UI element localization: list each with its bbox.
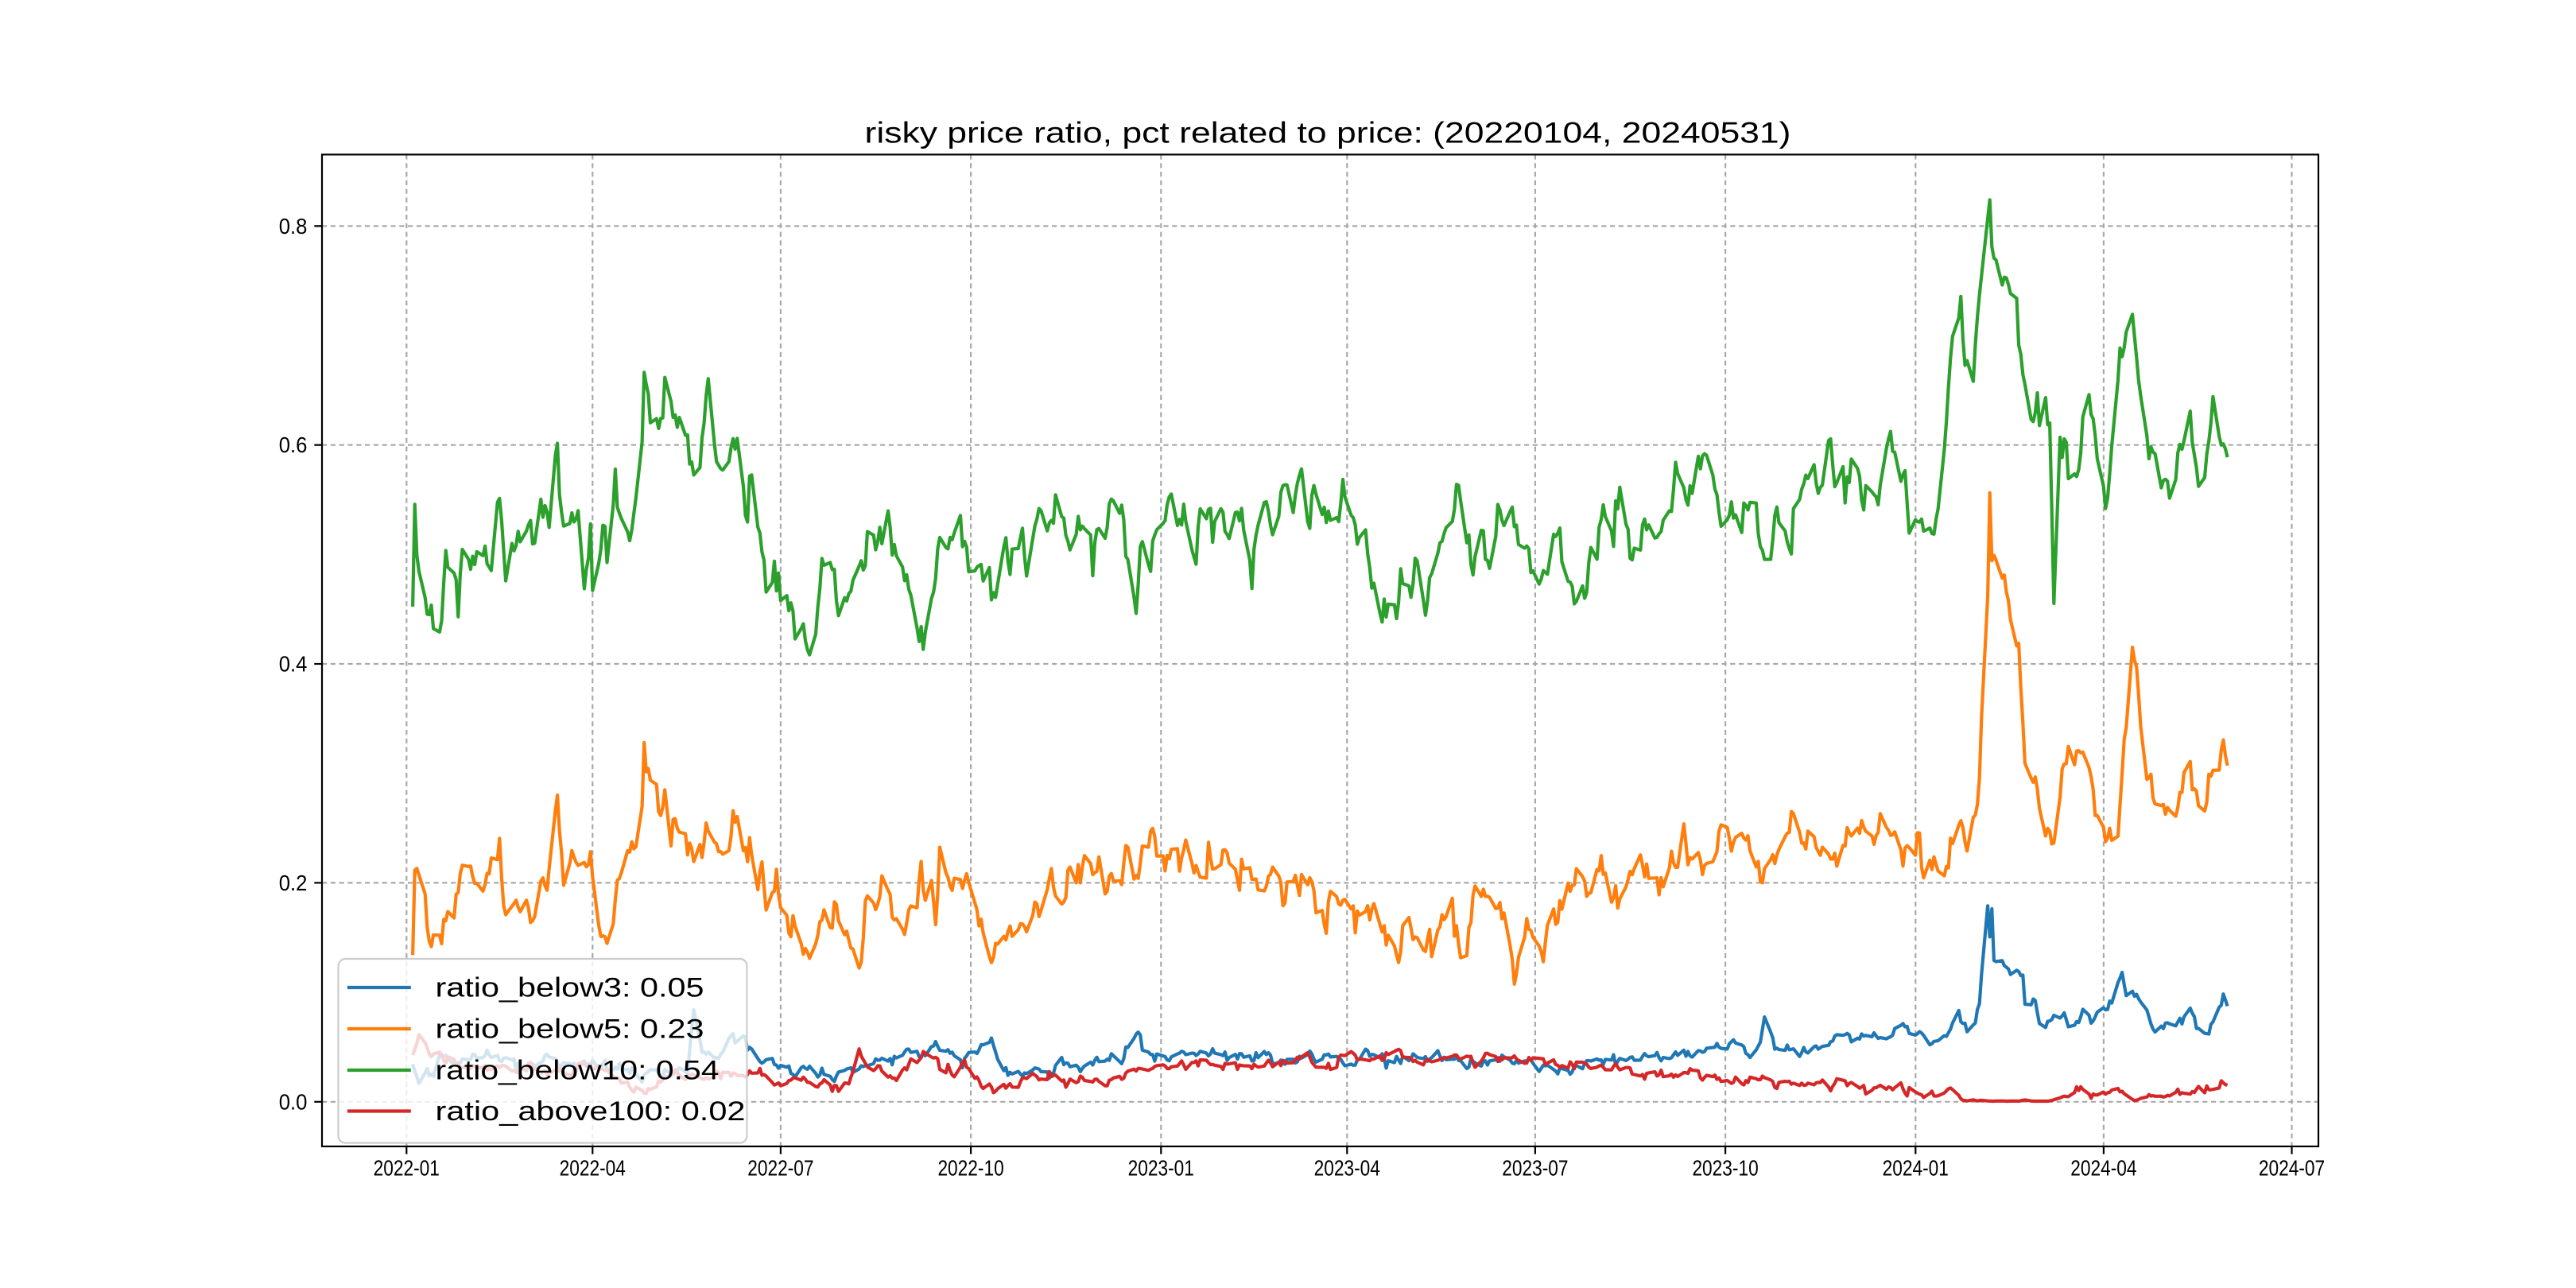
svg-text:0.8: 0.8: [279, 214, 308, 239]
svg-text:2023-01: 2023-01: [1128, 1156, 1194, 1181]
svg-text:0.4: 0.4: [279, 652, 308, 677]
svg-text:2022-10: 2022-10: [937, 1156, 1003, 1181]
svg-text:ratio_above100: 0.02: ratio_above100: 0.02: [436, 1096, 746, 1127]
svg-text:2022-04: 2022-04: [560, 1156, 626, 1181]
svg-text:0.6: 0.6: [279, 433, 308, 457]
svg-text:2023-07: 2023-07: [1502, 1156, 1568, 1181]
svg-text:2024-01: 2024-01: [1883, 1156, 1949, 1181]
svg-text:2022-07: 2022-07: [747, 1156, 813, 1181]
svg-text:2023-10: 2023-10: [1692, 1156, 1758, 1181]
svg-text:0.0: 0.0: [279, 1089, 308, 1114]
svg-text:2024-07: 2024-07: [2259, 1156, 2325, 1181]
svg-text:ratio_below5: 0.23: ratio_below5: 0.23: [436, 1014, 704, 1045]
svg-text:0.2: 0.2: [279, 871, 308, 895]
svg-text:ratio_below10: 0.54: ratio_below10: 0.54: [436, 1056, 720, 1086]
svg-text:risky price ratio, pct related: risky price ratio, pct related to price:…: [865, 116, 1791, 149]
svg-text:ratio_below3: 0.05: ratio_below3: 0.05: [436, 973, 704, 1003]
svg-text:2023-04: 2023-04: [1314, 1156, 1380, 1181]
svg-text:2024-04: 2024-04: [2070, 1156, 2136, 1181]
svg-text:2022-01: 2022-01: [374, 1156, 440, 1181]
